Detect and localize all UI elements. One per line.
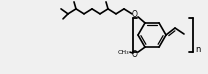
Text: n: n: [195, 45, 201, 54]
Text: CH₃: CH₃: [117, 50, 129, 55]
Text: O: O: [132, 10, 138, 19]
Text: O: O: [132, 50, 138, 59]
